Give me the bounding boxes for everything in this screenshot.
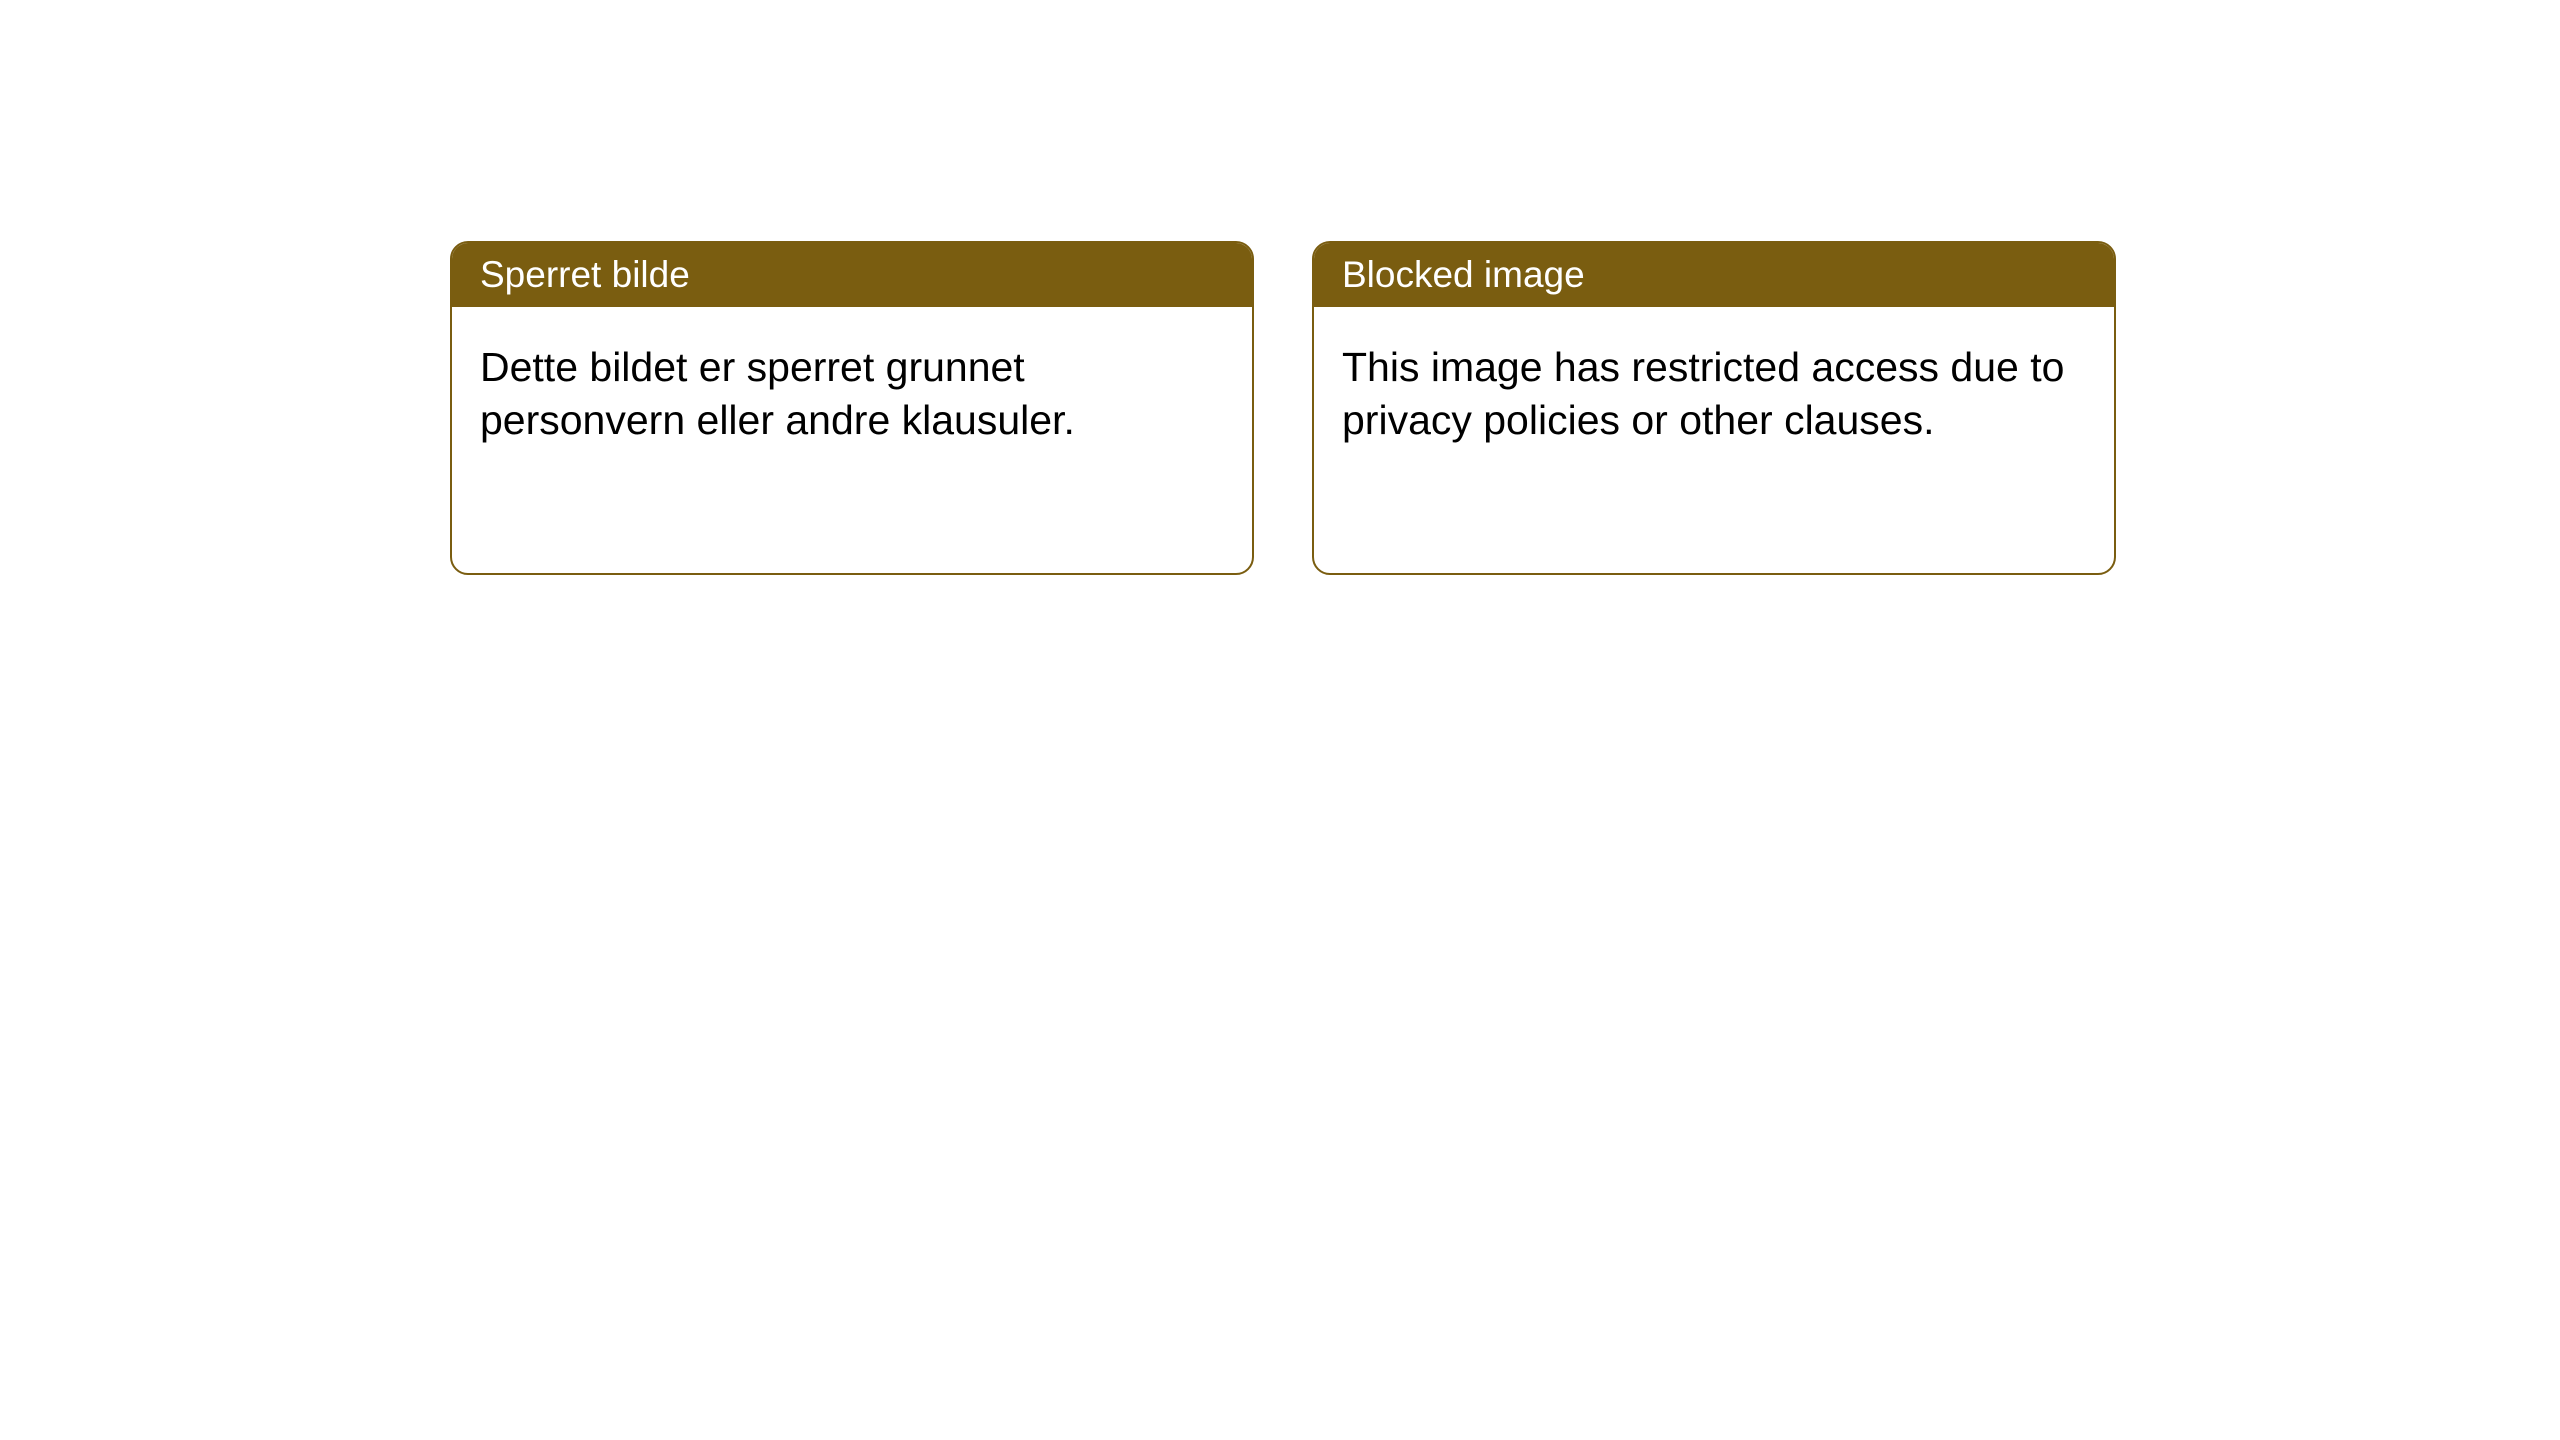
notice-header: Blocked image — [1314, 243, 2114, 307]
notice-container: Sperret bilde Dette bildet er sperret gr… — [450, 241, 2116, 575]
notice-header: Sperret bilde — [452, 243, 1252, 307]
notice-body-text: This image has restricted access due to … — [1342, 344, 2064, 442]
notice-body: Dette bildet er sperret grunnet personve… — [452, 307, 1252, 480]
notice-title: Sperret bilde — [480, 254, 690, 295]
notice-card-english: Blocked image This image has restricted … — [1312, 241, 2116, 575]
notice-body-text: Dette bildet er sperret grunnet personve… — [480, 344, 1075, 442]
notice-body: This image has restricted access due to … — [1314, 307, 2114, 480]
notice-card-norwegian: Sperret bilde Dette bildet er sperret gr… — [450, 241, 1254, 575]
notice-title: Blocked image — [1342, 254, 1585, 295]
